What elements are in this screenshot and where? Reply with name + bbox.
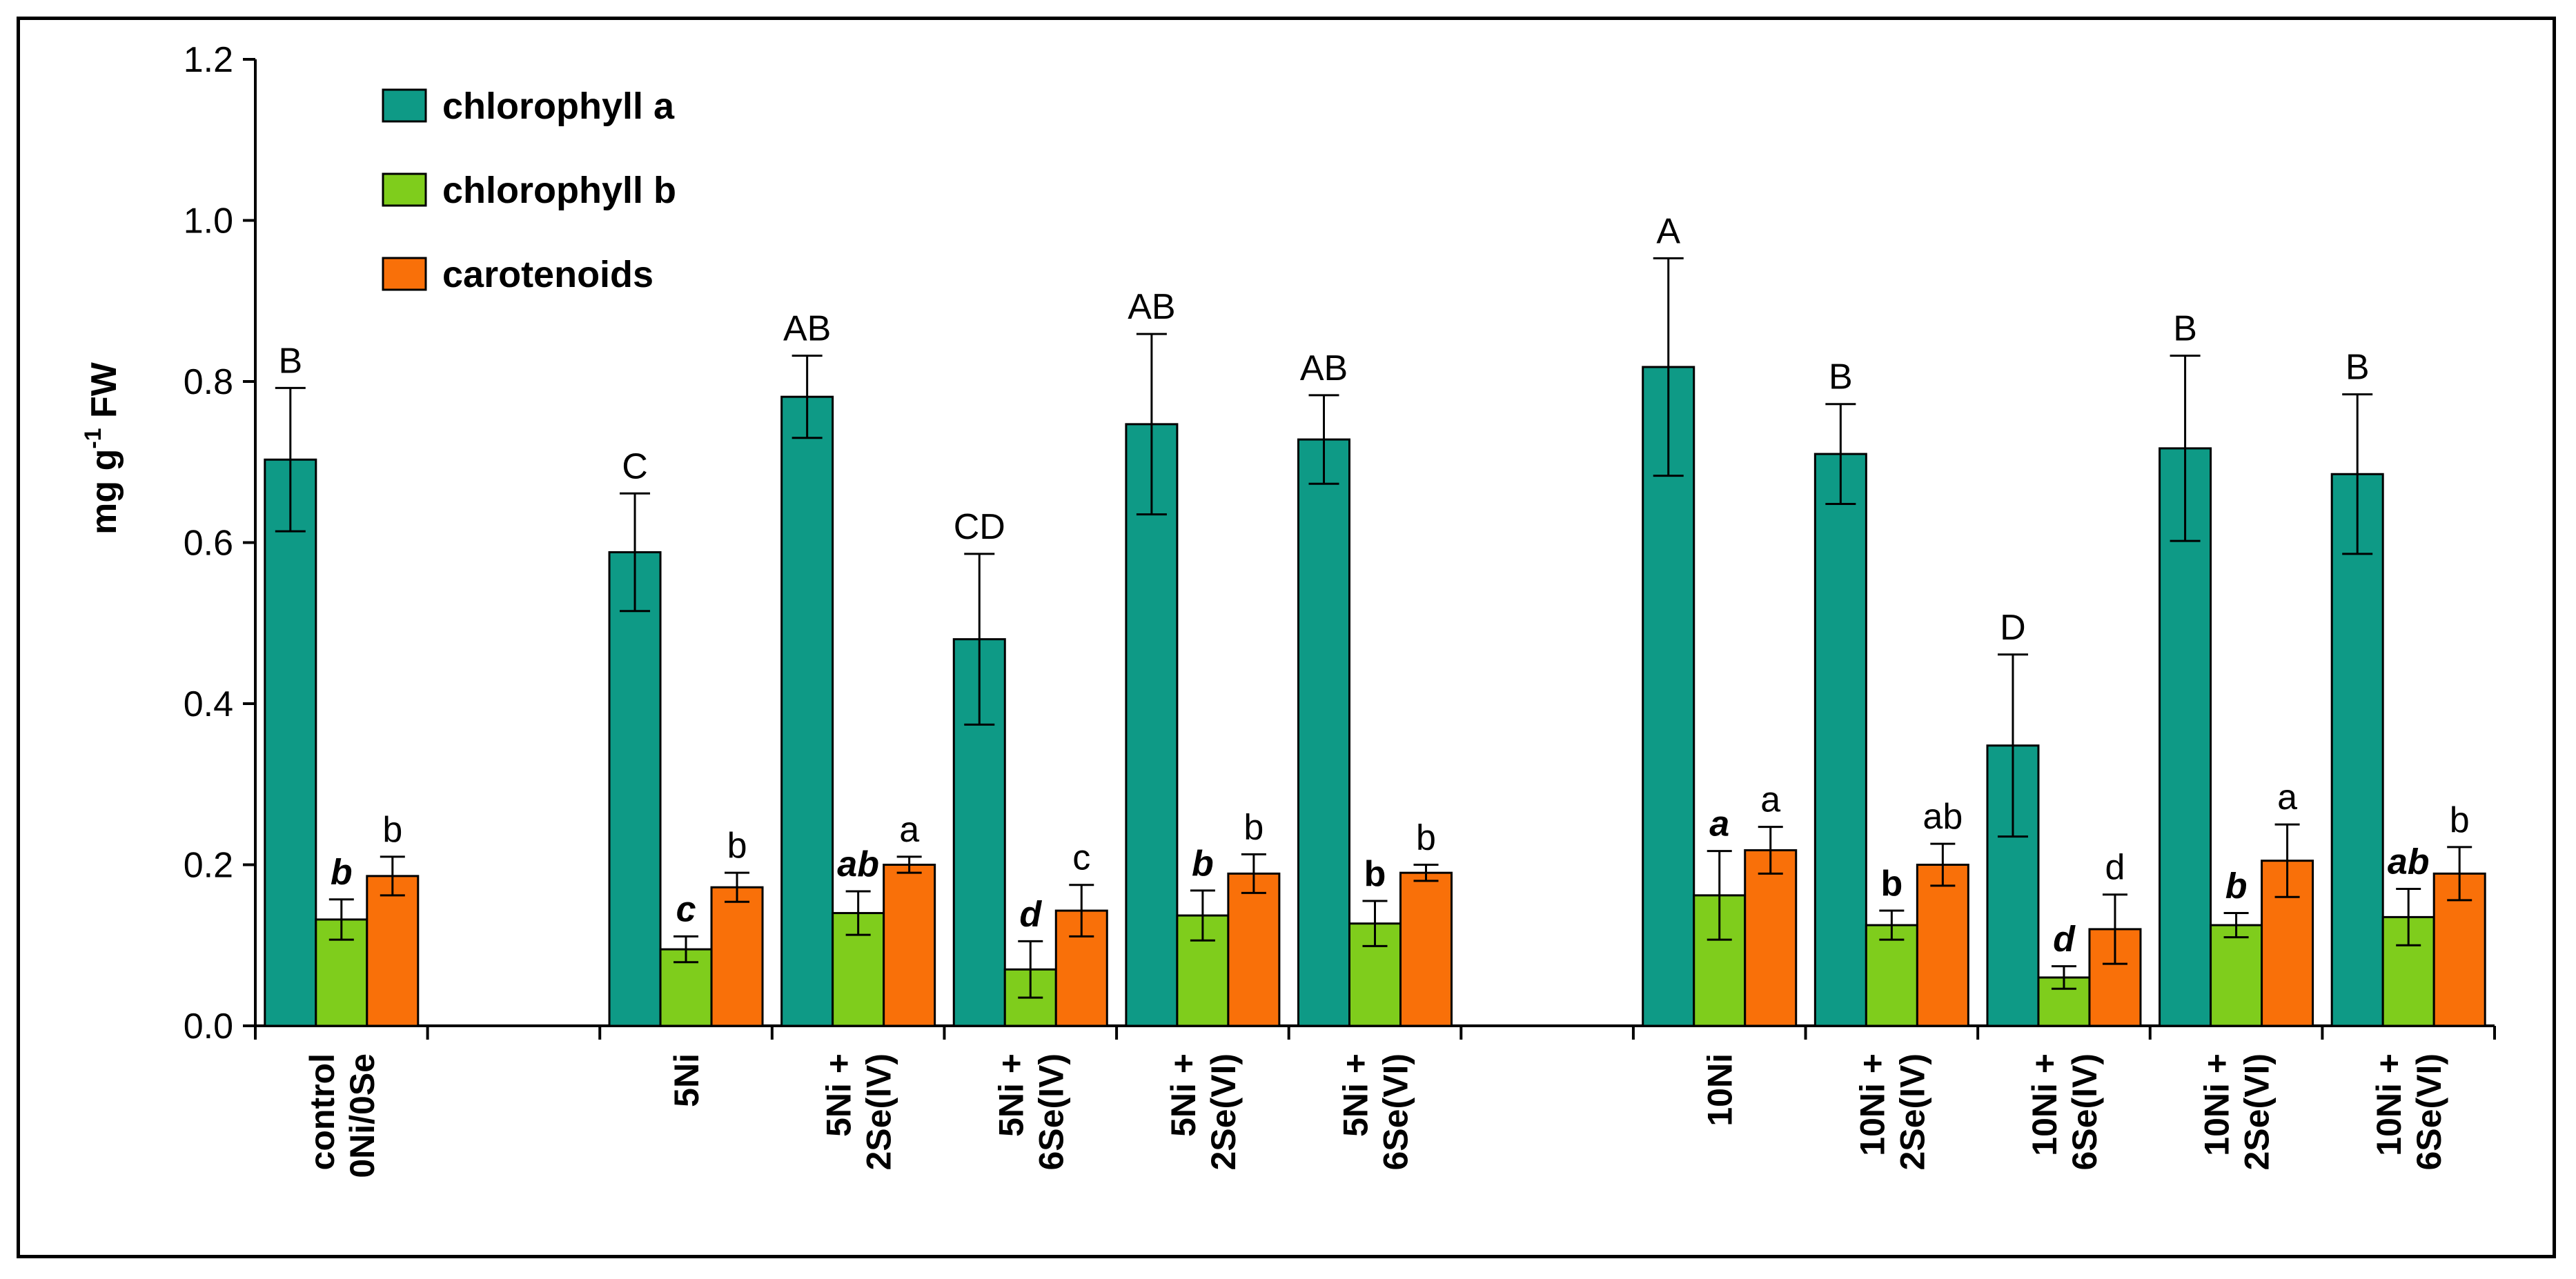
y-axis: 0.0 0.2 0.4 0.6 0.8 1.0 1.2 [184, 40, 257, 1047]
bar [2330, 473, 2384, 1027]
bar [264, 458, 317, 1027]
x-category-label: 10Ni + [2025, 1053, 2064, 1156]
x-category-label: 2Se(VI) [1204, 1053, 1243, 1171]
chart-frame [17, 17, 2556, 1258]
bar [1399, 871, 1453, 1027]
legend-label: carotenoids [442, 254, 653, 295]
legend-label: chlorophyll a [442, 86, 675, 127]
y-axis-label-base: mg g [84, 449, 124, 535]
legend-swatch [382, 172, 427, 207]
significance-label: d [1019, 894, 1042, 934]
bar [883, 864, 936, 1027]
y-tick-label: 0.2 [184, 846, 233, 886]
x-category-label: 6Se(IV) [2065, 1053, 2104, 1171]
significance-label: A [1656, 211, 1680, 251]
bar [1744, 849, 1798, 1027]
significance-label: b [382, 810, 402, 850]
significance-label: b [2450, 800, 2470, 840]
significance-label: b [1192, 844, 1214, 884]
significance-label: D [2000, 608, 2026, 648]
significance-label: CD [954, 507, 1005, 547]
bar [780, 395, 834, 1027]
significance-label: ab [837, 844, 879, 884]
significance-label: AB [783, 309, 831, 349]
significance-label: AB [1128, 287, 1175, 327]
bar [1916, 864, 1969, 1027]
y-tick-label: 0.8 [184, 362, 233, 402]
x-category-label: 10Ni [1701, 1053, 1740, 1127]
significance-label: ab [1923, 797, 1963, 837]
x-category-label: 5Ni + [992, 1053, 1030, 1137]
significance-label: c [676, 889, 696, 929]
significance-label: B [2173, 309, 2197, 349]
x-category-label: 10Ni + [2198, 1053, 2236, 1156]
y-axis-label-superscript: -1 [80, 428, 106, 448]
significance-label: a [1760, 780, 1780, 820]
significance-label: a [1709, 804, 1729, 844]
significance-label: d [2105, 848, 2125, 888]
significance-label: b [331, 853, 353, 893]
x-category-label: 6Se(VI) [1377, 1053, 1415, 1171]
x-axis: control 0Ni/0Se 5Ni 5Ni +2Se(IV) 5Ni +6Se(IV… [254, 1024, 2496, 1178]
y-tick-label: 0.4 [184, 684, 233, 724]
bar [710, 886, 764, 1027]
significance-label: a [2277, 777, 2297, 817]
y-tick-label: 0.6 [184, 524, 233, 564]
legend-label: chlorophyll b [442, 170, 676, 211]
y-tick-label: 1.2 [184, 40, 233, 80]
bar [366, 875, 420, 1027]
significance-label: b [1416, 818, 1436, 858]
bar [608, 551, 662, 1027]
x-category-label: 6Se(IV) [1032, 1053, 1070, 1171]
x-category-label: control [303, 1053, 342, 1170]
x-category-label: 2Se(VI) [2238, 1053, 2277, 1171]
significance-label: ab [2388, 842, 2430, 882]
bar [1865, 924, 1918, 1027]
bar [2159, 447, 2212, 1027]
significance-label: a [899, 810, 919, 850]
bar [2210, 924, 2263, 1027]
x-category-label: 6Se(VI) [2410, 1053, 2448, 1171]
significance-label: AB [1300, 348, 1348, 388]
y-axis-label: mg g-1 FW [80, 361, 124, 535]
bars [264, 257, 2486, 1027]
significance-label: b [1243, 807, 1264, 847]
significance-label: b [2225, 866, 2248, 906]
legend-swatch [382, 257, 427, 291]
legend-swatch [382, 88, 427, 123]
x-category-label: 10Ni + [2370, 1053, 2408, 1156]
significance-label: c [1072, 838, 1090, 878]
bar [1813, 453, 1867, 1027]
x-category-label: 10Ni + [1853, 1053, 1891, 1156]
x-category-label: 5Ni + [820, 1053, 858, 1137]
significance-label: B [1829, 357, 1853, 397]
legend: chlorophyll a chlorophyll b carotenoids [382, 86, 676, 295]
x-category-label: 0Ni/0Se [343, 1053, 382, 1178]
significance-label: C [622, 446, 648, 486]
bar [1227, 872, 1281, 1027]
x-category-label: 5Ni [667, 1053, 706, 1107]
significance-label: B [2346, 348, 2370, 388]
x-category-label: 5Ni + [1337, 1053, 1375, 1137]
x-category-label: 2Se(IV) [1893, 1053, 1931, 1171]
y-tick-label: 1.0 [184, 201, 233, 241]
significance-label: B [278, 341, 302, 381]
x-category-label: 5Ni + [1164, 1053, 1203, 1137]
significance-label: b [1364, 854, 1386, 894]
y-axis-label-tail: FW [84, 361, 124, 428]
bar [1125, 423, 1179, 1027]
y-tick-label: 0.0 [184, 1007, 233, 1047]
significance-label: b [1880, 864, 1902, 904]
bar [1642, 366, 1695, 1027]
bar [1297, 438, 1350, 1027]
significance-label: b [727, 826, 747, 866]
significance-label: d [2053, 920, 2076, 960]
x-category-label: 2Se(IV) [860, 1053, 898, 1171]
